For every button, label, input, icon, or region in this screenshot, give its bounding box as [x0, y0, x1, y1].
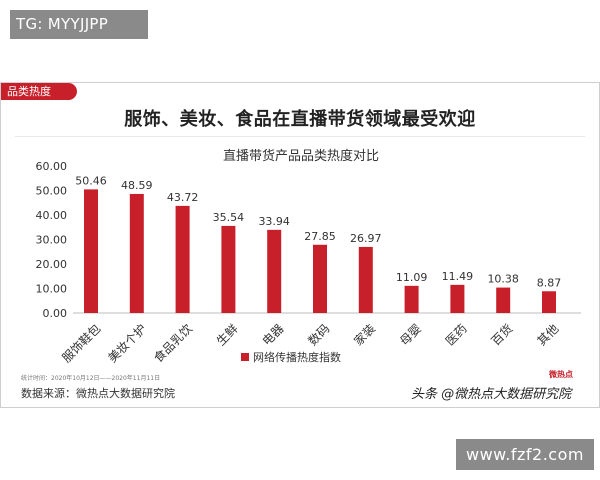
bar-value-label: 43.72: [167, 191, 199, 204]
bar-value-label: 27.85: [304, 230, 336, 243]
x-tick-label: 食品乳饮: [150, 321, 195, 366]
bar: [129, 193, 144, 313]
x-tick-label: 其他: [534, 321, 561, 348]
x-tick-label: 母婴: [397, 321, 424, 348]
x-tick-label: 电器: [260, 321, 287, 348]
y-tick-label: 40.00: [36, 209, 68, 222]
bar: [84, 189, 98, 313]
watermark-logo: 微热点: [549, 370, 573, 379]
headline: 服饰、美妆、食品在直播带货领域最受欢迎: [124, 109, 476, 130]
bar: [358, 246, 373, 313]
bar: [450, 284, 465, 313]
bar: [496, 287, 511, 313]
y-tick-label: 50.00: [36, 185, 68, 198]
bars: 50.46 48.59 43.72 35.54 33.94 27.85 26.97 11.09…: [75, 174, 561, 313]
bar: [267, 229, 282, 313]
x-tick-label: 数码: [305, 321, 333, 349]
y-tick-label: 10.00: [36, 283, 68, 296]
x-tick-label: 服饰鞋包: [59, 321, 104, 366]
x-tick-label: 美妆个护: [105, 321, 149, 365]
bar: [313, 244, 327, 313]
bar-value-label: 48.59: [121, 179, 153, 192]
site-watermark-badge: www.fzf2.com: [456, 439, 594, 470]
bar-value-label: 35.54: [213, 211, 245, 224]
legend-swatch: [241, 353, 249, 361]
data-source: 数据来源：微热点大数据研究院: [21, 387, 175, 400]
bar: [404, 285, 419, 313]
top-watermark-badge: TG: MYYJJPP: [10, 10, 148, 39]
author-watermark: 头条 @微热点大数据研究院 微热点: [411, 370, 573, 402]
section-tag: 品类热度: [1, 83, 77, 100]
bar-value-label: 8.87: [537, 276, 562, 289]
legend-label: 网络传播热度指数: [253, 350, 341, 364]
footnote: 统计时间：2020年10月12日——2020年11月11日: [21, 375, 161, 382]
chart-card: 品类热度 服饰、美妆、食品在直播带货领域最受欢迎 直播带货产品品类热度对比 0.…: [0, 82, 600, 408]
bar-value-label: 33.94: [258, 215, 290, 228]
bar-value-label: 11.09: [396, 271, 428, 284]
bar-value-label: 11.49: [442, 270, 474, 283]
bar-value-label: 10.38: [487, 273, 519, 286]
x-tick-label: 生鲜: [214, 321, 241, 348]
bar-value-label: 26.97: [350, 232, 382, 245]
legend: 网络传播热度指数: [241, 350, 341, 364]
headline-divider: [15, 136, 585, 137]
x-tick-label: 家装: [351, 321, 379, 349]
bar-value-label: 50.46: [75, 174, 107, 187]
chart-title: 直播带货产品品类热度对比: [223, 148, 379, 164]
bar-chart: 直播带货产品品类热度对比 0.00 10.00 20.00 30.00 40.00 50.…: [36, 148, 581, 366]
bar: [221, 225, 236, 313]
bar: [542, 291, 556, 313]
x-tick-label: 百货: [488, 321, 516, 349]
x-tick-label: 医药: [443, 321, 470, 348]
y-tick-label: 60.00: [36, 160, 68, 173]
y-tick-label: 0.00: [43, 307, 68, 320]
y-tick-label: 20.00: [36, 258, 68, 271]
author-watermark-text: 头条 @微热点大数据研究院: [411, 387, 572, 402]
y-tick-label: 30.00: [36, 234, 68, 247]
bar: [175, 205, 190, 313]
